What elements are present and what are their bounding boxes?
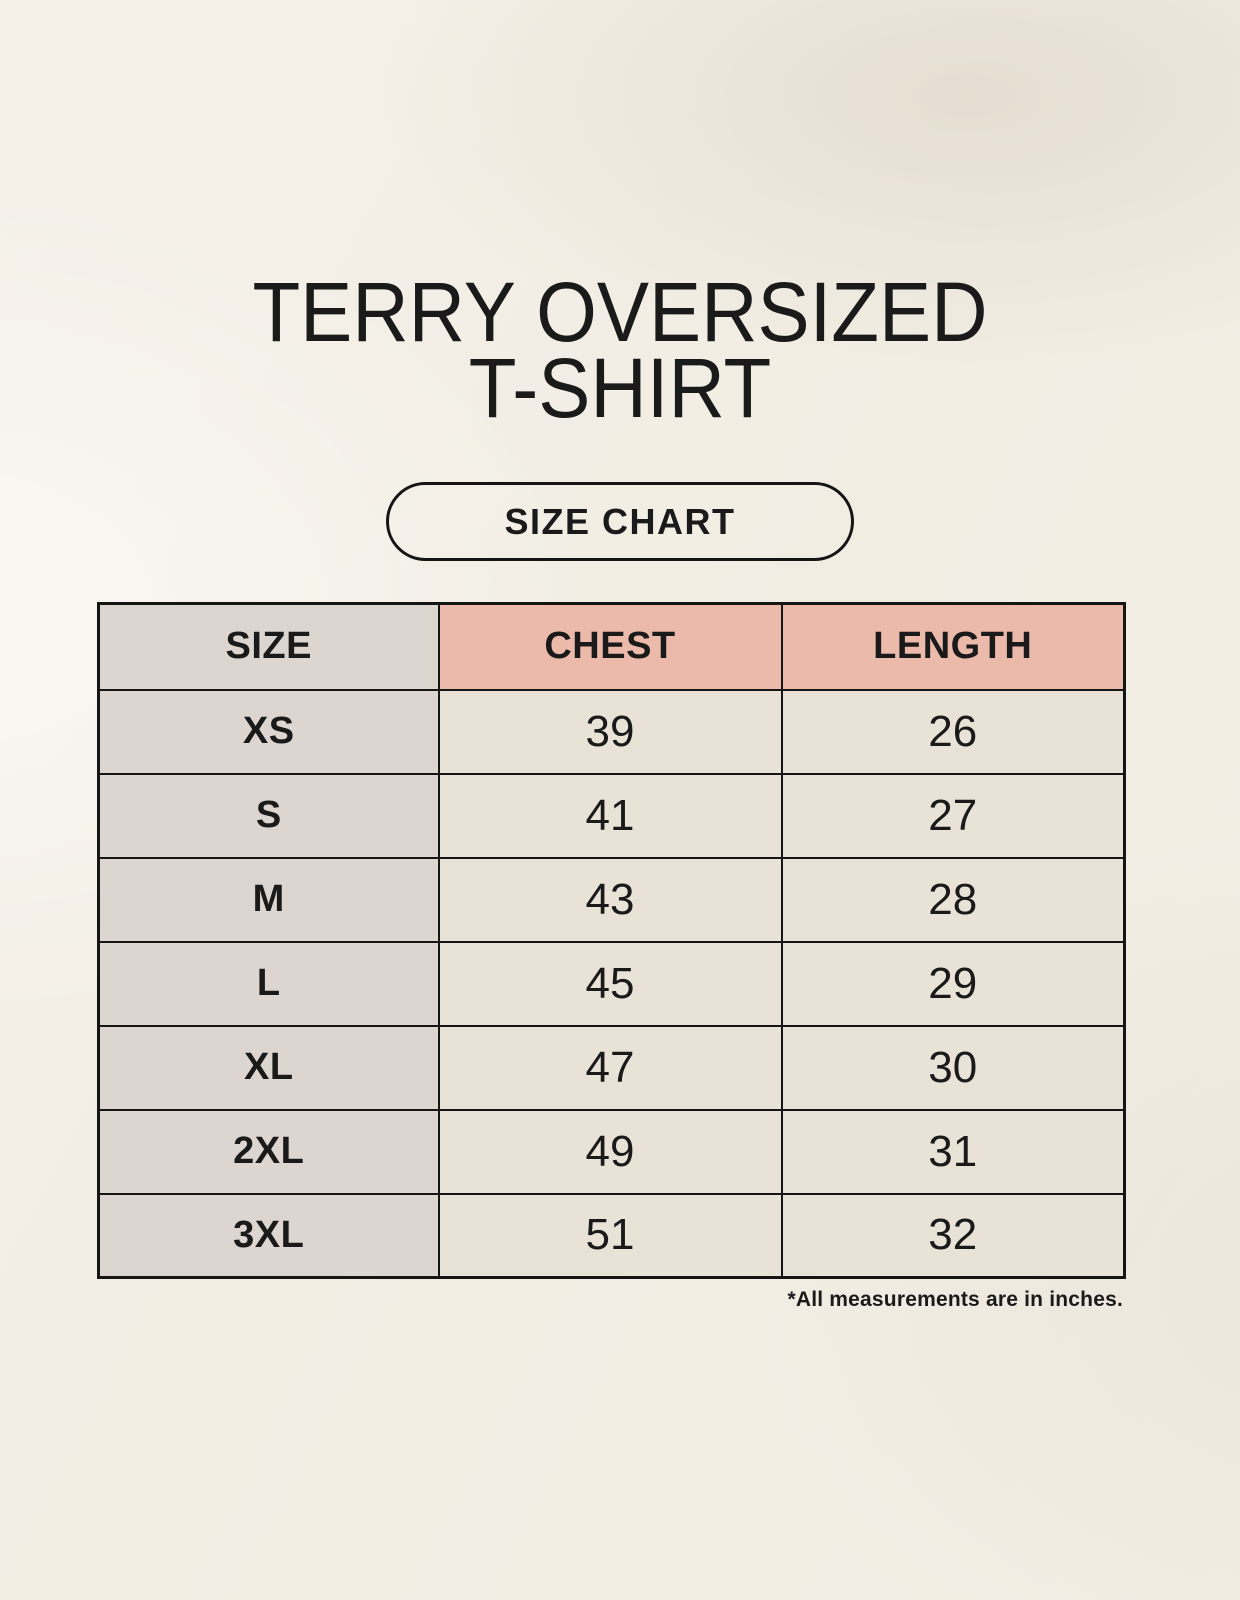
page-title-line2: T-SHIRT: [468, 341, 772, 435]
chest-value: 51: [437, 1192, 783, 1279]
length-value: 31: [780, 1108, 1126, 1195]
size-label: 2XL: [97, 1108, 440, 1195]
table-row-m: M 43 28: [97, 856, 1126, 943]
size-chart-button-container: SIZE CHART: [0, 482, 1240, 561]
table-row-xs: XS 39 26: [97, 688, 1126, 775]
size-label: 3XL: [97, 1192, 440, 1279]
column-header-chest: CHEST: [437, 602, 783, 691]
table-row-xl: XL 47 30: [97, 1024, 1126, 1111]
table-header-row: SIZE CHEST LENGTH: [97, 602, 1126, 691]
column-header-length: LENGTH: [780, 602, 1126, 691]
page-title: TERRY OVERSIZED T-SHIRT: [43, 0, 1196, 435]
chest-value: 47: [437, 1024, 783, 1111]
length-value: 32: [780, 1192, 1126, 1279]
length-value: 28: [780, 856, 1126, 943]
chest-value: 49: [437, 1108, 783, 1195]
measurements-note: *All measurements are in inches.: [787, 1288, 1123, 1311]
table-row-s: S 41 27: [97, 772, 1126, 859]
length-value: 30: [780, 1024, 1126, 1111]
size-label: L: [97, 940, 440, 1027]
length-value: 26: [780, 688, 1126, 775]
column-header-size: SIZE: [97, 602, 440, 691]
size-chart-button-label: SIZE CHART: [504, 501, 736, 542]
page-title-line1: TERRY OVERSIZED: [252, 265, 988, 359]
chest-value: 41: [437, 772, 783, 859]
size-label: S: [97, 772, 440, 859]
table-row-2xl: 2XL 49 31: [97, 1108, 1126, 1195]
length-value: 29: [780, 940, 1126, 1027]
chest-value: 43: [437, 856, 783, 943]
length-value: 27: [780, 772, 1126, 859]
size-chart-table: SIZE CHEST LENGTH XS 39 26 S 41 27 M 43 …: [97, 602, 1126, 1279]
size-label: XS: [97, 688, 440, 775]
size-chart-button[interactable]: SIZE CHART: [386, 482, 854, 561]
chest-value: 45: [437, 940, 783, 1027]
chest-value: 39: [437, 688, 783, 775]
size-label: M: [97, 856, 440, 943]
table-row-l: L 45 29: [97, 940, 1126, 1027]
table-row-3xl: 3XL 51 32: [97, 1192, 1126, 1279]
size-label: XL: [97, 1024, 440, 1111]
